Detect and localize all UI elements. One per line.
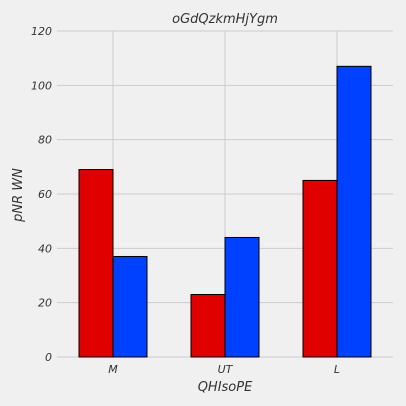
y-tick-label: 0 — [45, 351, 52, 364]
y-tick-label: 20 — [38, 297, 52, 310]
x-tick-label: M — [108, 363, 118, 376]
x-tick-label: L — [334, 363, 340, 376]
y-tick-label: 100 — [31, 79, 52, 92]
x-tick-labels: M UT L — [108, 363, 340, 376]
bars — [78, 65, 372, 358]
x-tick-label: UT — [218, 363, 234, 376]
chart-title: oGdQzkmHjYgm — [172, 12, 278, 27]
y-tick-label: 60 — [38, 188, 52, 201]
y-tick-label: 40 — [38, 242, 52, 255]
bar — [112, 255, 148, 358]
y-tick-label: 120 — [31, 25, 52, 38]
y-tick-labels: 0 20 40 60 80 100 120 — [31, 25, 52, 364]
y-tick-label: 80 — [38, 134, 52, 147]
y-axis-label: pNR WN — [11, 168, 26, 223]
bar — [190, 294, 226, 358]
bar — [302, 179, 338, 358]
bar — [78, 169, 114, 358]
x-axis-label: QHIsoPE — [198, 380, 253, 395]
bar — [224, 236, 260, 358]
bar — [336, 65, 372, 358]
